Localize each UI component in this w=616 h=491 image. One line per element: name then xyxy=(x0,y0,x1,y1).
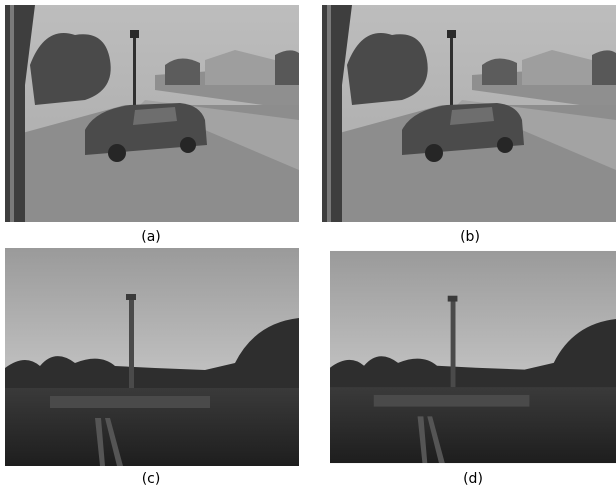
photo-c xyxy=(5,248,299,466)
photo-a xyxy=(5,5,299,222)
caption-c: (c) xyxy=(142,471,161,487)
photo-b xyxy=(322,5,616,222)
figure: (a) (b) (c) (d) xyxy=(0,0,616,491)
caption-b: (b) xyxy=(460,229,480,245)
photo-d xyxy=(330,251,616,463)
caption-a: (a) xyxy=(141,229,161,245)
caption-d: (d) xyxy=(463,471,483,487)
